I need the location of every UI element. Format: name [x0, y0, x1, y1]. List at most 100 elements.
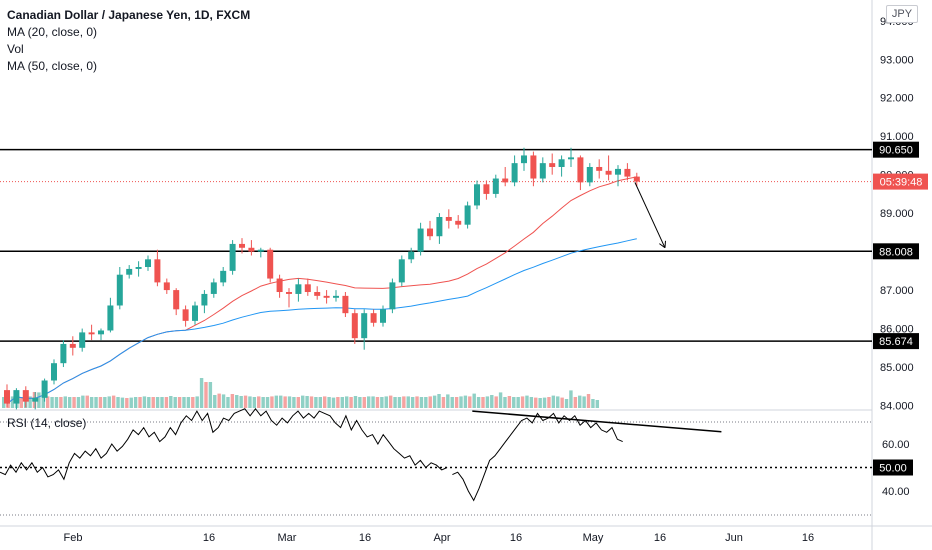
- volume-bar: [490, 395, 494, 408]
- volume-bar: [54, 397, 59, 408]
- volume-bar: [226, 397, 230, 408]
- volume-bar: [419, 397, 424, 408]
- candle-body: [163, 282, 170, 291]
- volume-bar: [547, 397, 551, 408]
- candle-body: [351, 313, 358, 339]
- candle-body: [530, 155, 537, 179]
- volume-bar: [76, 397, 81, 408]
- candle-body: [483, 184, 490, 194]
- candle-body: [295, 284, 302, 294]
- annotation-arrow-head: [659, 240, 666, 249]
- candle-body: [615, 168, 621, 175]
- candle-body: [398, 259, 405, 283]
- volume-bar: [248, 396, 252, 408]
- candle-body: [586, 166, 593, 183]
- current-price-tag: [873, 173, 928, 190]
- volume-bar: [424, 397, 428, 408]
- price-tick-label: 91.000: [880, 131, 914, 143]
- volume-bar: [507, 396, 512, 408]
- volume-bar: [155, 397, 160, 408]
- volume-bar: [296, 397, 301, 408]
- volume-bar: [28, 396, 32, 408]
- volume-bar: [94, 397, 98, 408]
- candle-body: [276, 278, 283, 293]
- currency-badge[interactable]: JPY: [886, 5, 918, 23]
- volume-bar: [283, 396, 287, 408]
- candle-body: [492, 178, 499, 194]
- volume-bar: [309, 396, 314, 408]
- rsi-tick-label: 60.00: [882, 439, 910, 451]
- candle-body: [220, 270, 227, 283]
- candle-body: [502, 178, 509, 183]
- candle-body: [41, 380, 48, 398]
- horizontal-level-tag: [873, 141, 919, 158]
- candle-body: [51, 363, 57, 381]
- volume-bar: [261, 397, 265, 408]
- volume-bar: [476, 397, 481, 408]
- volume-bar: [397, 397, 402, 408]
- volume-bar: [305, 396, 309, 408]
- candle-body: [79, 332, 86, 348]
- volume-bar: [265, 397, 270, 408]
- volume-bar: [322, 396, 327, 408]
- volume-bar: [204, 382, 208, 408]
- volume-bar: [252, 397, 257, 408]
- volume-bar: [67, 397, 72, 408]
- volume-bar: [199, 378, 204, 408]
- candle-body: [323, 295, 330, 298]
- volume-bar: [344, 396, 349, 408]
- volume-bar: [72, 397, 76, 408]
- candle-body: [445, 216, 452, 221]
- candle-body: [154, 259, 161, 283]
- candle-body: [13, 390, 20, 404]
- candle-body: [464, 205, 471, 225]
- volume-bar: [287, 396, 292, 408]
- volume-bar: [410, 397, 415, 408]
- volume-bar: [274, 395, 279, 408]
- rsi-line: [0, 407, 448, 481]
- volume-bar: [235, 395, 239, 408]
- volume-bar: [208, 382, 213, 408]
- candle-body: [314, 292, 321, 296]
- annotation-arrow: [634, 182, 666, 248]
- candle-body: [549, 163, 556, 167]
- volume-bar: [107, 396, 111, 408]
- candle-body: [624, 168, 631, 177]
- volume-bar: [446, 394, 450, 408]
- volume-bar: [375, 397, 380, 408]
- volume-bar: [85, 395, 89, 408]
- volume-bar: [556, 396, 560, 408]
- volume-bar: [59, 397, 63, 408]
- volume-bar: [142, 396, 147, 408]
- volume-bar: [63, 396, 67, 408]
- time-tick-label: 16: [654, 532, 666, 544]
- candle-body: [511, 163, 518, 183]
- volume-bar: [301, 395, 305, 408]
- volume-bar: [336, 397, 340, 408]
- volume-bar: [494, 396, 498, 408]
- candle-body: [333, 295, 339, 298]
- candle-body: [4, 390, 10, 404]
- candle-body: [173, 290, 180, 310]
- volume-bar: [340, 397, 345, 408]
- volume-bar: [459, 396, 463, 408]
- candle-body: [408, 251, 415, 260]
- rsi-legend[interactable]: RSI (14, close): [7, 416, 87, 430]
- legend-ma50[interactable]: MA (50, close, 0): [7, 59, 98, 73]
- volume-bar: [472, 393, 476, 408]
- candle-body: [474, 184, 480, 206]
- volume-bar: [380, 397, 384, 408]
- volume-bar: [485, 396, 490, 408]
- volume-bar: [213, 395, 217, 408]
- rsi-50-tag: [873, 459, 913, 476]
- candle-body: [32, 397, 39, 402]
- volume-bar: [177, 397, 182, 408]
- volume-bar: [516, 397, 520, 408]
- legend-volume[interactable]: Vol: [7, 42, 24, 56]
- price-tick-label: 84.000: [880, 401, 914, 413]
- candle-body: [370, 313, 377, 323]
- ma20-line: [6, 176, 637, 405]
- legend-ma20[interactable]: MA (20, close, 0): [7, 25, 98, 39]
- time-tick-label: 16: [802, 532, 814, 544]
